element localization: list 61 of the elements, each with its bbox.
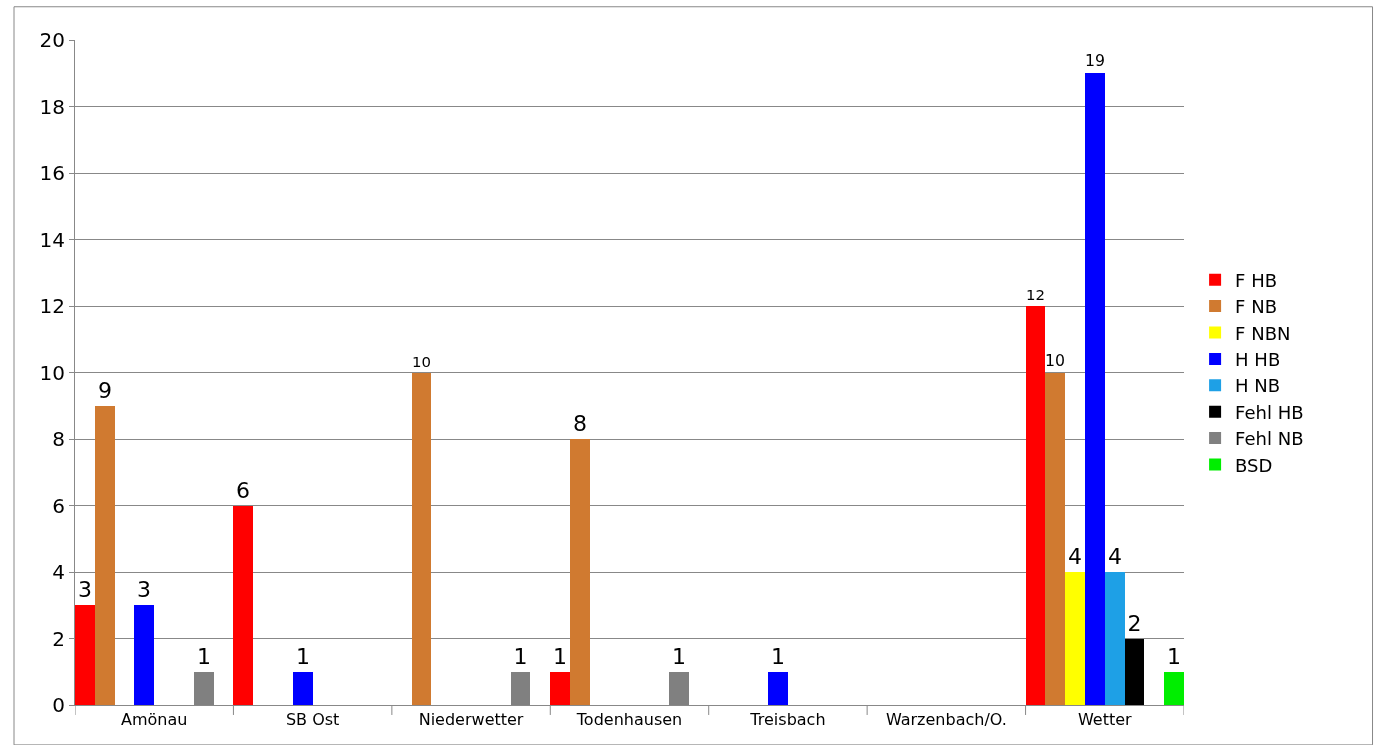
data-label: 1 bbox=[1167, 644, 1181, 669]
data-label: 1 bbox=[771, 644, 785, 669]
data-label: 19 bbox=[1085, 51, 1105, 71]
x-tick-label: SB Ost bbox=[285, 710, 340, 730]
data-label: 4 bbox=[1108, 544, 1122, 569]
y-tick-label: 18 bbox=[39, 94, 65, 119]
data-label: 10 bbox=[412, 352, 431, 371]
legend-label: F HB bbox=[1235, 269, 1278, 291]
data-label: 2 bbox=[1127, 611, 1142, 636]
x-tick-label: Wetter bbox=[1077, 710, 1133, 730]
bar bbox=[134, 605, 154, 705]
bar bbox=[1164, 672, 1184, 705]
legend-label: BSD bbox=[1235, 454, 1273, 476]
bar bbox=[1065, 572, 1085, 705]
bar bbox=[293, 672, 313, 705]
data-label: 1 bbox=[672, 644, 686, 669]
y-tick-label: 2 bbox=[52, 626, 65, 651]
legend-label: H HB bbox=[1235, 348, 1281, 370]
x-tick-label: Amönau bbox=[121, 710, 188, 730]
y-tick-label: 0 bbox=[52, 693, 65, 717]
bar bbox=[233, 506, 253, 705]
y-tick-label: 16 bbox=[39, 161, 65, 185]
bar bbox=[1125, 639, 1144, 705]
data-label: 4 bbox=[1068, 544, 1082, 569]
bar bbox=[1105, 572, 1125, 705]
legend-label: F NBN bbox=[1235, 322, 1291, 344]
legend-label: Fehl HB bbox=[1235, 401, 1304, 423]
data-label: 10 bbox=[1045, 351, 1065, 371]
data-label: 9 bbox=[98, 378, 112, 403]
bar bbox=[412, 373, 431, 705]
data-label: 3 bbox=[137, 577, 151, 602]
y-tick-label: 10 bbox=[39, 360, 65, 385]
x-tick-label: Niederwetter bbox=[418, 710, 524, 730]
legend-label: Fehl NB bbox=[1235, 428, 1304, 450]
data-label: 6 bbox=[236, 478, 250, 503]
bar bbox=[570, 439, 590, 705]
bar bbox=[550, 672, 570, 705]
y-tick-label: 12 bbox=[39, 294, 65, 318]
y-tick-label: 8 bbox=[52, 427, 65, 451]
bar bbox=[1045, 373, 1065, 705]
x-tick-label: Todenhausen bbox=[575, 710, 683, 730]
y-tick-label: 20 bbox=[39, 28, 65, 52]
data-label: 1 bbox=[553, 644, 567, 669]
y-tick-label: 6 bbox=[52, 493, 65, 518]
y-tick-label: 14 bbox=[39, 227, 65, 252]
y-tick-label: 4 bbox=[52, 560, 65, 584]
bar bbox=[1026, 306, 1045, 705]
data-label: 1 bbox=[197, 644, 211, 669]
legend-label: H NB bbox=[1235, 375, 1281, 397]
data-label: 1 bbox=[513, 644, 528, 669]
x-tick-label: Treisbach bbox=[749, 710, 826, 730]
data-label: 1 bbox=[296, 644, 310, 669]
data-label: 3 bbox=[78, 577, 92, 602]
x-tick-label: Warzenbach/O. bbox=[885, 710, 1007, 730]
bar bbox=[75, 605, 95, 705]
bar bbox=[1085, 73, 1105, 705]
data-label: 12 bbox=[1026, 285, 1045, 304]
bar bbox=[95, 406, 115, 705]
legend-label: F NB bbox=[1235, 296, 1277, 318]
bar bbox=[768, 672, 788, 705]
data-label: 8 bbox=[573, 411, 587, 436]
